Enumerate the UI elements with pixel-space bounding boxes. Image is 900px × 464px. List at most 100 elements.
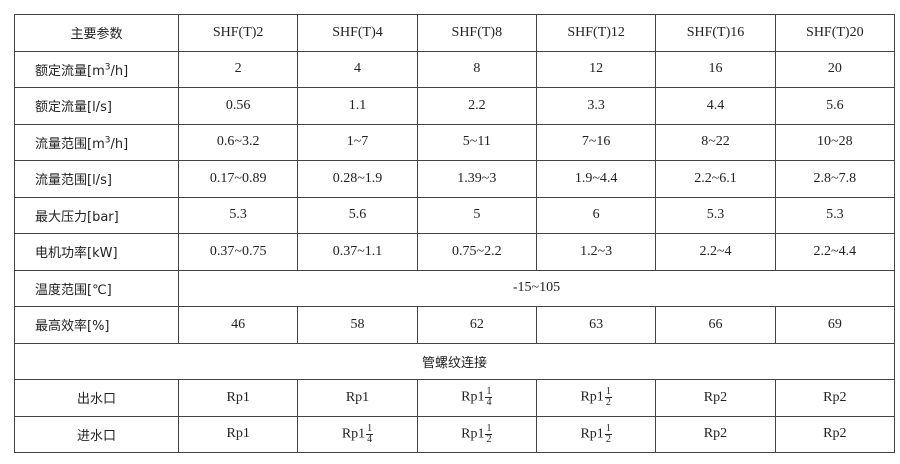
param-value: 1.39~3: [416, 160, 537, 198]
fraction-den: 2: [605, 397, 611, 409]
param-value: 4: [297, 50, 418, 88]
thread-whole: Rp2: [703, 389, 728, 405]
param-value: 62: [416, 306, 537, 344]
fraction-num: 1: [485, 422, 493, 435]
param-value: -15~105: [178, 269, 895, 307]
param-label-part: 流量范围[m: [35, 136, 105, 152]
fraction-den: 4: [486, 397, 492, 409]
param-value: 46: [177, 306, 299, 344]
efficiency-row: 最高效率[%] 46 58 62 63 66 69: [14, 306, 896, 344]
param-value: 5: [416, 196, 537, 234]
thread-size: Rp2: [655, 379, 776, 417]
param-value: 1~7: [297, 123, 418, 161]
thread-whole: Rp2: [703, 426, 728, 442]
section-title: 管螺纹连接: [14, 342, 895, 380]
param-row: 额定流量[l/s] 0.56 1.1 2.2 3.3 4.4 5.6: [14, 87, 896, 125]
param-label-part: /h]: [110, 136, 129, 152]
fraction-num: 1: [604, 386, 612, 399]
model-header: SHF(T)8: [416, 14, 537, 52]
thread-size: Rp1 1 4: [416, 379, 537, 417]
param-label-part: 3: [104, 135, 111, 146]
param-label: 额定流量[m3/h]: [14, 50, 179, 88]
fraction-den: 2: [486, 433, 492, 445]
param-value: 0.6~3.2: [177, 123, 299, 161]
thread-size: Rp1 1 2: [416, 415, 537, 453]
param-label: 流量范围[l/s]: [14, 160, 179, 198]
thread-whole: Rp1: [461, 426, 485, 442]
thread-size: Rp1 1 2: [535, 379, 657, 417]
fraction-den: 2: [605, 433, 611, 445]
fraction-den: 4: [367, 433, 373, 445]
model-header: SHF(T)2: [177, 14, 299, 52]
param-value: 2.2~4: [655, 233, 776, 271]
model-header: SHF(T)12: [535, 14, 657, 52]
param-value: 12: [535, 50, 657, 88]
param-value: 5.6: [297, 196, 418, 234]
thread-size: Rp1 1 2: [535, 415, 657, 453]
header-label: 主要参数: [14, 14, 179, 52]
param-value: 5.3: [774, 196, 896, 234]
thread-size: Rp1 1 4: [297, 415, 418, 453]
param-label: 最高效率[%]: [14, 306, 179, 344]
thread-whole: Rp1: [580, 389, 604, 405]
param-value: 5.3: [655, 196, 776, 234]
param-row: 流量范围[l/s] 0.17~0.89 0.28~1.9 1.39~3 1.9~4.4 2…: [14, 160, 896, 198]
param-value: 5~11: [416, 123, 537, 161]
param-value: 0.28~1.9: [297, 160, 418, 198]
param-value: 1.1: [297, 87, 418, 125]
thread-whole: Rp1: [341, 426, 366, 442]
param-label: 流量范围[m3/h]: [14, 123, 179, 161]
inlet-row: 进水口 Rp1 Rp1 1 4 Rp1 1 2 Rp1 1 2 Rp2 Rp2: [14, 415, 896, 453]
param-value: 2.2~4.4: [774, 233, 896, 271]
thread-whole: Rp1: [226, 426, 250, 442]
param-value: 1.2~3: [535, 233, 657, 271]
thread-size: Rp2: [774, 379, 896, 417]
param-value: 4.4: [655, 87, 776, 125]
thread-size: Rp1: [177, 379, 299, 417]
param-value: 58: [297, 306, 418, 344]
param-value: 8: [416, 50, 537, 88]
thread-size: Rp2: [655, 415, 776, 453]
model-header: SHF(T)16: [655, 14, 776, 52]
param-value: 2.8~7.8: [774, 160, 896, 198]
thread-whole: Rp1: [580, 426, 604, 442]
param-label: 电机功率[kW]: [14, 233, 179, 271]
model-header: SHF(T)4: [297, 14, 418, 52]
param-value: 0.56: [177, 87, 299, 125]
fraction-num: 1: [604, 422, 612, 435]
connection-title-row: 管螺纹连接: [14, 342, 895, 380]
param-value: 1.9~4.4: [535, 160, 657, 198]
param-row: 流量范围[m3/h] 0.6~3.2 1~7 5~11 7~16 8~22 10~28: [14, 123, 896, 161]
param-value: 2: [177, 50, 299, 88]
param-value: 66: [655, 306, 776, 344]
param-value: 5.3: [177, 196, 299, 234]
param-row: 额定流量[m3/h] 2 4 8 12 16 20: [14, 50, 896, 88]
param-label: 额定流量[l/s]: [14, 87, 179, 125]
param-label: 温度范围[℃]: [14, 269, 179, 307]
param-value: 20: [774, 50, 896, 88]
thread-whole: Rp1: [461, 389, 485, 405]
param-value: 7~16: [535, 123, 657, 161]
param-value: 0.37~1.1: [297, 233, 418, 271]
thread-size: Rp1: [297, 379, 418, 417]
param-value: 63: [535, 306, 657, 344]
thread-whole: Rp1: [226, 389, 250, 405]
param-value: 0.75~2.2: [416, 233, 537, 271]
param-value: 10~28: [774, 123, 896, 161]
param-value: 69: [774, 306, 896, 344]
header-row: 主要参数 SHF(T)2 SHF(T)4 SHF(T)8 SHF(T)12 SHF(T)1…: [14, 14, 896, 52]
param-value: 8~22: [655, 123, 776, 161]
thread-whole: Rp1: [345, 389, 370, 405]
param-label: 出水口: [14, 379, 179, 417]
temperature-row: 温度范围[℃] -15~105: [14, 269, 895, 307]
param-row: 最大压力[bar] 5.3 5.6 5 6 5.3 5.3: [14, 196, 896, 234]
param-value: 3.3: [535, 87, 657, 125]
model-header: SHF(T)20: [774, 14, 896, 52]
param-value: 2.2~6.1: [655, 160, 776, 198]
param-value: 16: [655, 50, 776, 88]
thread-size: Rp1: [177, 415, 299, 453]
